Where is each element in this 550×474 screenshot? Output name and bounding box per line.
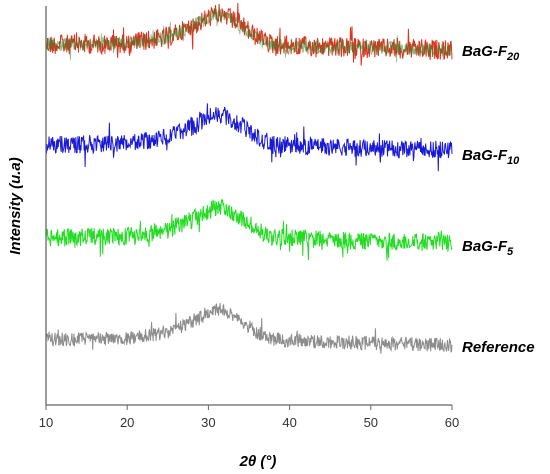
x-tick-label: 40 bbox=[282, 415, 296, 430]
series-line-1 bbox=[45, 103, 453, 172]
series-label-subscript: 5 bbox=[507, 246, 514, 258]
series-label-subscript: 20 bbox=[506, 51, 520, 63]
x-tick-label: 20 bbox=[120, 415, 134, 430]
x-tick-label: 10 bbox=[39, 415, 53, 430]
x-tick-label: 60 bbox=[445, 415, 459, 430]
series-line-0 bbox=[45, 2, 453, 66]
series-label-name: BaG-F bbox=[462, 147, 508, 164]
series-label-name: BaG-F bbox=[462, 43, 508, 60]
series-label-name: BaG-F bbox=[462, 238, 508, 255]
series-label-subscript: 10 bbox=[507, 155, 520, 167]
series-label-1: BaG-F10 bbox=[462, 147, 520, 167]
series-label-0: BaG-F20 bbox=[462, 43, 520, 63]
series-label-name: Reference bbox=[462, 339, 535, 356]
series-line-0-overlay bbox=[45, 6, 453, 63]
series-label-2: BaG-F5 bbox=[462, 238, 514, 258]
series-label-3: Reference bbox=[462, 339, 535, 356]
x-tick-label: 30 bbox=[201, 415, 215, 430]
x-ticks-group: 10 20 30 40 50 60 bbox=[39, 405, 459, 430]
y-axis-title: Intensity (u.a) bbox=[7, 157, 24, 255]
series-line-2 bbox=[45, 199, 453, 261]
traces-group bbox=[45, 2, 453, 354]
x-axis-title: 2θ (°) bbox=[239, 453, 277, 470]
series-line-3 bbox=[45, 302, 453, 354]
x-tick-label: 50 bbox=[364, 415, 378, 430]
